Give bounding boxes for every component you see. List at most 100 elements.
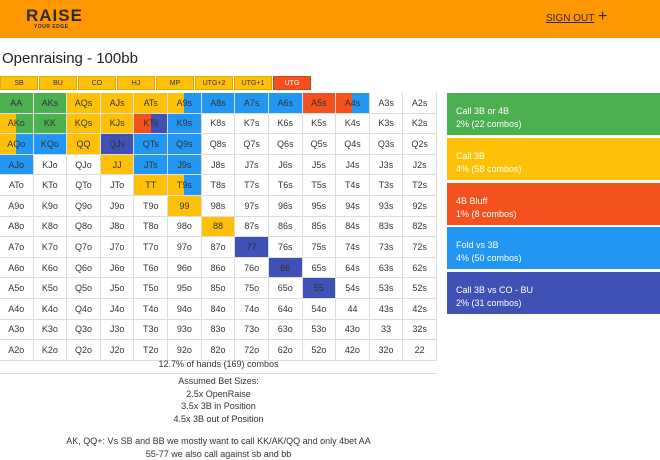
hand-cell[interactable]: Q4o (67, 299, 101, 320)
hand-cell[interactable]: KJs (100, 113, 135, 135)
hand-cell[interactable]: 43s (369, 299, 404, 320)
hand-cell[interactable]: Q4s (336, 134, 370, 155)
hand-cell[interactable]: 96o (168, 257, 202, 279)
hand-cell[interactable]: Q3s (369, 134, 404, 155)
hand-cell[interactable]: J3o (100, 319, 135, 341)
hand-cell[interactable]: J5o (100, 278, 135, 299)
hand-cell[interactable]: KQs (67, 113, 101, 135)
position-tab[interactable]: UTG+2 (195, 76, 233, 90)
hand-cell[interactable]: A6s (268, 93, 303, 114)
hand-cell[interactable]: A9o (0, 196, 34, 217)
hand-cell[interactable]: 52s (403, 278, 437, 299)
hand-cell[interactable]: 22 (403, 340, 437, 361)
hand-cell[interactable]: T3s (369, 175, 404, 196)
hand-cell[interactable]: KJo (33, 154, 68, 176)
hand-cell[interactable]: 53o (302, 319, 337, 341)
hand-cell[interactable]: 83o (201, 319, 236, 341)
hand-cell[interactable]: QTs (134, 134, 169, 155)
hand-cell[interactable]: 42s (403, 299, 437, 320)
hand-cell[interactable]: 54o (302, 299, 337, 320)
hand-cell[interactable]: 63s (369, 257, 404, 279)
hand-cell[interactable]: 85o (201, 278, 236, 299)
hand-cell[interactable]: ATo (0, 175, 34, 196)
hand-cell[interactable]: 77 (235, 237, 269, 258)
sign-out[interactable]: SIGN OUT (546, 13, 595, 24)
hand-cell[interactable]: 65o (268, 278, 303, 299)
hand-cell[interactable]: Q9o (67, 196, 101, 217)
position-tab[interactable]: BU (39, 76, 77, 90)
hand-cell[interactable]: ATs (134, 93, 169, 114)
hand-cell[interactable]: JTo (100, 175, 135, 196)
hand-cell[interactable]: 94o (168, 299, 202, 320)
hand-cell[interactable]: J8o (100, 216, 135, 238)
hand-cell[interactable]: KK (33, 113, 68, 135)
hand-cell[interactable]: 53s (369, 278, 404, 299)
hand-cell[interactable]: 87o (201, 237, 236, 258)
hand-cell[interactable]: J8s (201, 154, 236, 176)
hand-cell[interactable]: 33 (369, 319, 404, 341)
hand-cell[interactable]: 44 (336, 299, 370, 320)
hand-cell[interactable]: A3s (369, 93, 404, 114)
hand-cell[interactable]: T3o (134, 319, 169, 341)
legend-item[interactable]: Call 3B 4% (58 combos) (447, 137, 660, 180)
hand-cell[interactable]: JTs (134, 154, 169, 176)
hand-cell[interactable]: 99 (168, 196, 202, 217)
hand-cell[interactable]: Q8s (201, 134, 236, 155)
hand-cell[interactable]: T2s (403, 175, 437, 196)
hand-cell[interactable]: AKs (33, 93, 68, 114)
hand-cell[interactable]: 96s (268, 196, 303, 217)
hand-cell[interactable]: Q7s (235, 134, 269, 155)
hand-cell[interactable]: Q9s (168, 134, 202, 155)
hand-cell[interactable]: Q6s (268, 134, 303, 155)
hand-cell[interactable]: 76s (268, 237, 303, 258)
hand-cell[interactable]: K4o (33, 299, 68, 320)
hand-cell[interactable]: 76o (235, 257, 269, 279)
hand-cell[interactable]: 93o (168, 319, 202, 341)
hand-cell[interactable]: T5o (134, 278, 169, 299)
hand-cell[interactable]: 95s (302, 196, 337, 217)
hand-cell[interactable]: 84s (336, 216, 370, 238)
hand-cell[interactable]: J4o (100, 299, 135, 320)
hand-cell[interactable]: QQ (67, 134, 101, 155)
hand-cell[interactable]: A2o (0, 340, 34, 361)
hand-cell[interactable]: J7o (100, 237, 135, 258)
hand-cell[interactable]: T6o (134, 257, 169, 279)
hand-cell[interactable]: 95o (168, 278, 202, 299)
position-tab[interactable]: UTG+1 (234, 76, 272, 90)
legend-item[interactable]: Call 3B or 4B 2% (22 combos) (447, 93, 660, 135)
menu-button[interactable]: + (598, 8, 608, 25)
hand-cell[interactable]: J2s (403, 154, 437, 176)
hand-cell[interactable]: K9s (168, 113, 202, 135)
logo[interactable]: RAISE (26, 6, 83, 25)
position-tab[interactable]: CO (78, 76, 116, 90)
hand-cell[interactable]: QTo (67, 175, 101, 196)
hand-cell[interactable]: 92o (168, 340, 202, 361)
legend-item[interactable]: 4B Bluff 1% (8 combos) (447, 182, 660, 225)
hand-cell[interactable]: 82o (201, 340, 236, 361)
hand-cell[interactable]: JJ (100, 154, 135, 176)
hand-cell[interactable]: K2o (33, 340, 68, 361)
hand-cell[interactable]: K8s (201, 113, 236, 135)
hand-cell[interactable]: A7s (235, 93, 269, 114)
hand-cell[interactable]: J6o (100, 257, 135, 279)
hand-cell[interactable]: K5s (302, 113, 337, 135)
hand-cell[interactable]: 64s (336, 257, 370, 279)
hand-cell[interactable]: Q5o (67, 278, 101, 299)
hand-cell[interactable]: 62o (268, 340, 303, 361)
hand-cell[interactable]: 97s (235, 196, 269, 217)
hand-cell[interactable]: 75o (235, 278, 269, 299)
hand-cell[interactable]: 42o (336, 340, 370, 361)
hand-cell[interactable]: 32o (369, 340, 404, 361)
hand-cell[interactable]: 86o (201, 257, 236, 279)
hand-cell[interactable]: KQo (33, 134, 68, 155)
hand-cell[interactable]: 63o (268, 319, 303, 341)
hand-cell[interactable]: K3s (369, 113, 404, 135)
hand-cell[interactable]: 82s (403, 216, 437, 238)
hand-cell[interactable]: QJo (67, 154, 101, 176)
hand-cell[interactable]: K7o (33, 237, 68, 258)
hand-cell[interactable]: Q2s (403, 134, 437, 155)
hand-cell[interactable]: AQo (0, 134, 34, 155)
position-tab[interactable]: HJ (117, 76, 155, 90)
hand-cell[interactable]: 43o (336, 319, 370, 341)
hand-cell[interactable]: Q2o (67, 340, 101, 361)
